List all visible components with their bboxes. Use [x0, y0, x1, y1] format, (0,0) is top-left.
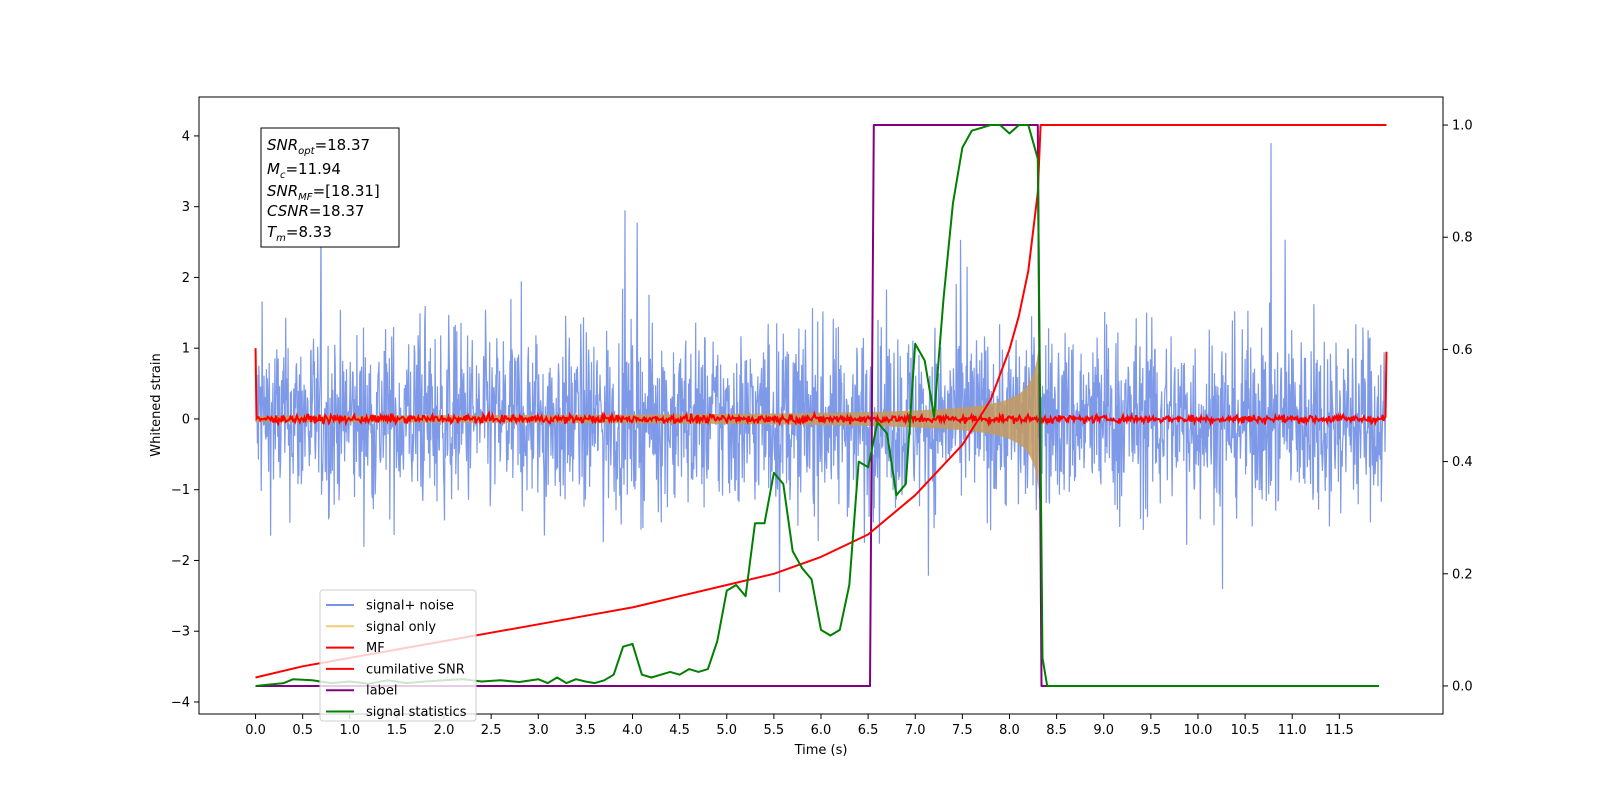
- x-axis-label: Time (s): [794, 743, 848, 758]
- annotation-tm: Tm=8.33: [267, 223, 332, 244]
- legend-label: signal statistics: [366, 705, 467, 720]
- annotation-snr-opt: SNRopt=18.37: [267, 136, 370, 157]
- y-axis-label: Whitened strain: [149, 353, 164, 456]
- signal-noise-line: [254, 142, 1388, 593]
- x-tick-label: 1.0: [339, 723, 360, 738]
- x-tick-label: 2.5: [481, 723, 502, 738]
- x-tick-label: 5.0: [716, 723, 737, 738]
- x-tick-label: 10.0: [1183, 723, 1212, 738]
- signal-noise-series: [254, 142, 1388, 593]
- x-tick-label: 7.0: [905, 723, 926, 738]
- legend-box: [319, 589, 477, 722]
- left-tick-label: −2: [171, 554, 190, 569]
- stats-annotation: SNRopt=18.37 Mc=11.94 SNRMF=[18.31] CSNR…: [260, 127, 400, 248]
- left-tick-label: 4: [182, 129, 190, 144]
- x-tick-label: 6.5: [858, 723, 879, 738]
- x-tick-label: 6.0: [811, 723, 832, 738]
- x-tick-label: 3.0: [528, 723, 549, 738]
- legend: signal+ noise signal only MF cumilative SNR…: [319, 589, 477, 722]
- x-tick-label: 3.5: [575, 723, 596, 738]
- left-tick-label: 2: [182, 271, 190, 286]
- left-tick-label: −1: [171, 483, 190, 498]
- right-tick-label: 1.0: [1452, 119, 1473, 134]
- x-tick-label: 0.5: [292, 723, 313, 738]
- annotation-mc: Mc=11.94: [267, 160, 341, 181]
- left-tick-label: −4: [171, 695, 190, 710]
- x-tick-label: 11.0: [1278, 723, 1307, 738]
- right-tick-label: 0.0: [1452, 679, 1473, 694]
- x-tick-label: 0.0: [245, 723, 266, 738]
- annotation-box: [260, 127, 400, 248]
- x-tick-label: 10.5: [1231, 723, 1260, 738]
- mf-line: [254, 348, 1388, 428]
- annotation-snr-mf: SNRMF=[18.31]: [267, 182, 380, 203]
- left-tick-label: 3: [182, 200, 190, 215]
- right-tick-label: 0.4: [1452, 455, 1473, 470]
- right-tick-label: 0.6: [1452, 343, 1473, 358]
- x-tick-label: 4.0: [622, 723, 643, 738]
- left-axis-ticks: 4 3 2 1 0 −1 −2 −3 −4: [171, 129, 199, 710]
- x-tick-label: 4.5: [669, 723, 690, 738]
- x-tick-label: 9.5: [1141, 723, 1162, 738]
- x-tick-label: 1.5: [387, 723, 408, 738]
- mf-series: [254, 348, 1388, 428]
- legend-label: signal only: [366, 620, 436, 635]
- x-tick-label: 11.5: [1325, 723, 1354, 738]
- x-axis-ticks: 0.0 0.5 1.0 1.5 2.0 2.5 3.0 3.5 4.0 4.5 5.0 5.5 6.0 6…: [245, 714, 1354, 738]
- x-tick-label: 8.5: [1046, 723, 1067, 738]
- left-tick-label: −3: [171, 625, 190, 640]
- left-tick-label: 1: [182, 342, 190, 357]
- legend-label: MF: [366, 641, 385, 656]
- x-tick-label: 2.0: [434, 723, 455, 738]
- legend-label: label: [366, 684, 397, 699]
- legend-label: cumilative SNR: [366, 662, 465, 677]
- x-tick-label: 5.5: [764, 723, 785, 738]
- signal-statistics-line: [255, 124, 1379, 687]
- right-tick-label: 0.2: [1452, 567, 1473, 582]
- left-tick-label: 0: [182, 412, 190, 427]
- legend-label: signal+ noise: [366, 599, 454, 614]
- x-tick-label: 8.0: [999, 723, 1020, 738]
- right-tick-label: 0.8: [1452, 231, 1473, 246]
- right-axis-ticks: 1.0 0.8 0.6 0.4 0.2 0.0: [1443, 119, 1473, 694]
- annotation-csnr: CSNR=18.37: [267, 202, 364, 220]
- x-tick-label: 9.0: [1093, 723, 1114, 738]
- x-tick-label: 7.5: [952, 723, 973, 738]
